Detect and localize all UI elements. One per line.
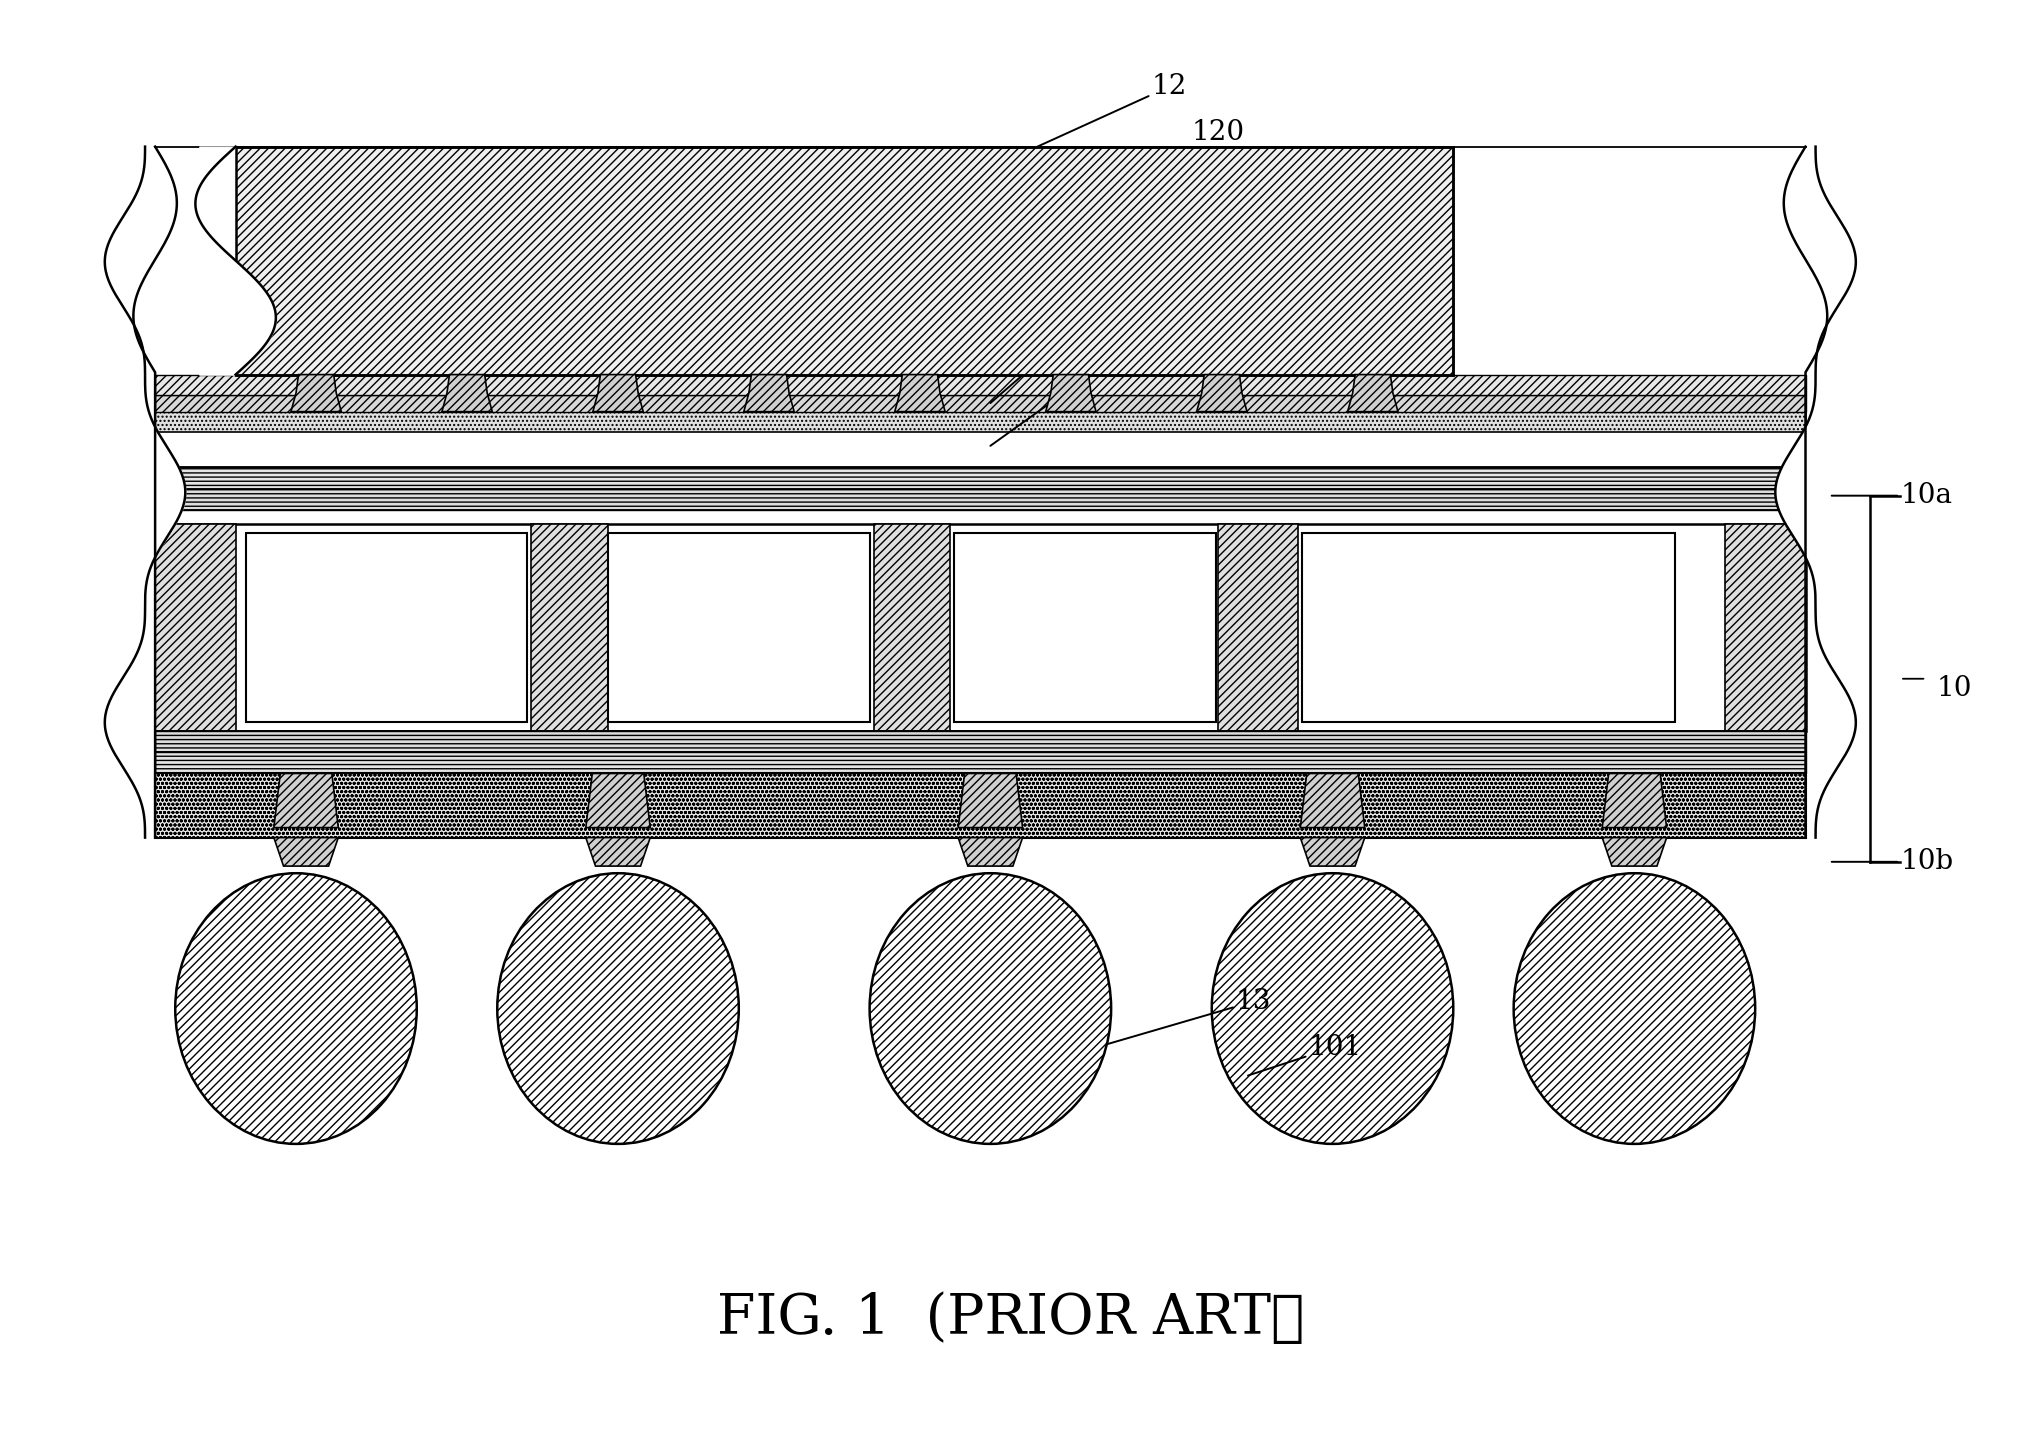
Ellipse shape — [497, 873, 740, 1144]
Text: 100: 100 — [990, 212, 1326, 446]
Polygon shape — [958, 838, 1023, 866]
Polygon shape — [1603, 838, 1667, 866]
Polygon shape — [744, 374, 794, 411]
Polygon shape — [1300, 774, 1364, 828]
Polygon shape — [275, 838, 338, 866]
Polygon shape — [291, 374, 342, 411]
Text: 101: 101 — [1249, 1033, 1362, 1076]
Polygon shape — [1603, 774, 1667, 828]
Bar — [156, 524, 1805, 731]
Bar — [532, 524, 608, 731]
Bar — [1726, 524, 1805, 731]
Bar — [156, 467, 1805, 489]
Text: 10a: 10a — [1831, 481, 1952, 509]
Polygon shape — [275, 774, 338, 828]
Bar — [1219, 524, 1297, 731]
Bar — [156, 752, 1805, 774]
Polygon shape — [592, 374, 643, 411]
Text: 10: 10 — [1936, 675, 1972, 702]
Polygon shape — [1045, 374, 1095, 411]
Ellipse shape — [1514, 873, 1754, 1144]
Bar — [156, 524, 236, 731]
Ellipse shape — [869, 873, 1112, 1144]
Bar — [156, 489, 1805, 510]
Bar — [156, 774, 1805, 838]
Polygon shape — [1348, 374, 1399, 411]
Text: 10b: 10b — [1831, 848, 1952, 876]
Polygon shape — [586, 838, 651, 866]
Bar — [236, 146, 1453, 374]
Bar — [873, 524, 950, 731]
Bar — [156, 394, 1805, 411]
Text: 13: 13 — [1108, 987, 1271, 1045]
Bar — [1302, 533, 1675, 722]
Polygon shape — [586, 774, 651, 828]
Text: FIG. 1  (PRIOR ART）: FIG. 1 (PRIOR ART） — [717, 1291, 1304, 1346]
Polygon shape — [443, 374, 493, 411]
Ellipse shape — [1213, 873, 1453, 1144]
Text: 12: 12 — [990, 73, 1186, 168]
Bar — [156, 374, 1805, 394]
Bar — [156, 411, 1805, 431]
Text: 11: 11 — [990, 165, 1267, 403]
Text: 120: 120 — [990, 119, 1245, 360]
Polygon shape — [958, 774, 1023, 828]
Ellipse shape — [176, 873, 416, 1144]
Polygon shape — [1300, 838, 1364, 866]
Bar — [954, 533, 1217, 722]
Bar — [247, 533, 527, 722]
Bar — [608, 533, 869, 722]
Polygon shape — [895, 374, 946, 411]
Bar — [156, 731, 1805, 752]
Polygon shape — [1196, 374, 1247, 411]
